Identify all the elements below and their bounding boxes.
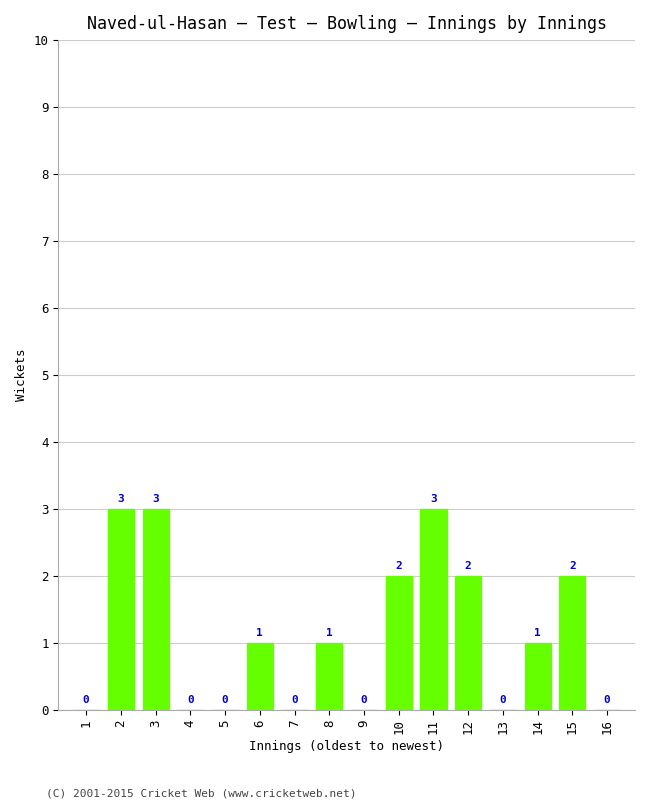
Text: 0: 0 — [500, 695, 506, 705]
Y-axis label: Wickets: Wickets — [15, 349, 28, 401]
Text: 0: 0 — [187, 695, 194, 705]
Text: 0: 0 — [361, 695, 367, 705]
Bar — [385, 576, 412, 710]
X-axis label: Innings (oldest to newest): Innings (oldest to newest) — [249, 740, 444, 753]
Text: 2: 2 — [569, 561, 576, 571]
Bar — [525, 642, 551, 710]
Text: 2: 2 — [465, 561, 472, 571]
Text: 3: 3 — [118, 494, 124, 504]
Text: 3: 3 — [430, 494, 437, 504]
Text: 1: 1 — [256, 628, 263, 638]
Title: Naved-ul-Hasan – Test – Bowling – Innings by Innings: Naved-ul-Hasan – Test – Bowling – Inning… — [86, 15, 606, 33]
Text: 2: 2 — [395, 561, 402, 571]
Text: 0: 0 — [604, 695, 610, 705]
Bar — [560, 576, 586, 710]
Bar — [142, 509, 168, 710]
Bar — [108, 509, 134, 710]
Bar — [421, 509, 447, 710]
Text: 3: 3 — [152, 494, 159, 504]
Text: 0: 0 — [83, 695, 90, 705]
Bar — [455, 576, 481, 710]
Bar — [247, 642, 273, 710]
Text: 0: 0 — [222, 695, 228, 705]
Bar — [317, 642, 343, 710]
Text: 1: 1 — [534, 628, 541, 638]
Text: 0: 0 — [291, 695, 298, 705]
Text: (C) 2001-2015 Cricket Web (www.cricketweb.net): (C) 2001-2015 Cricket Web (www.cricketwe… — [46, 788, 356, 798]
Text: 1: 1 — [326, 628, 333, 638]
